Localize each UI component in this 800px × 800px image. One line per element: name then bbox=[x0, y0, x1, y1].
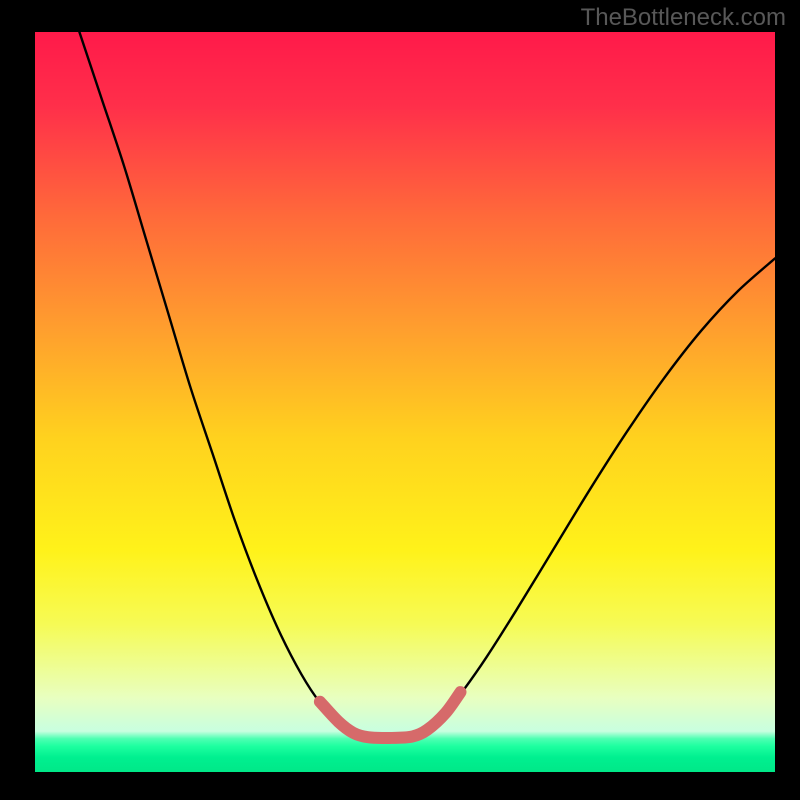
chart-background bbox=[35, 32, 775, 772]
chart-container: TheBottleneck.com bbox=[0, 0, 800, 800]
watermark-text: TheBottleneck.com bbox=[581, 4, 786, 32]
bottleneck-curve-chart bbox=[0, 0, 800, 800]
